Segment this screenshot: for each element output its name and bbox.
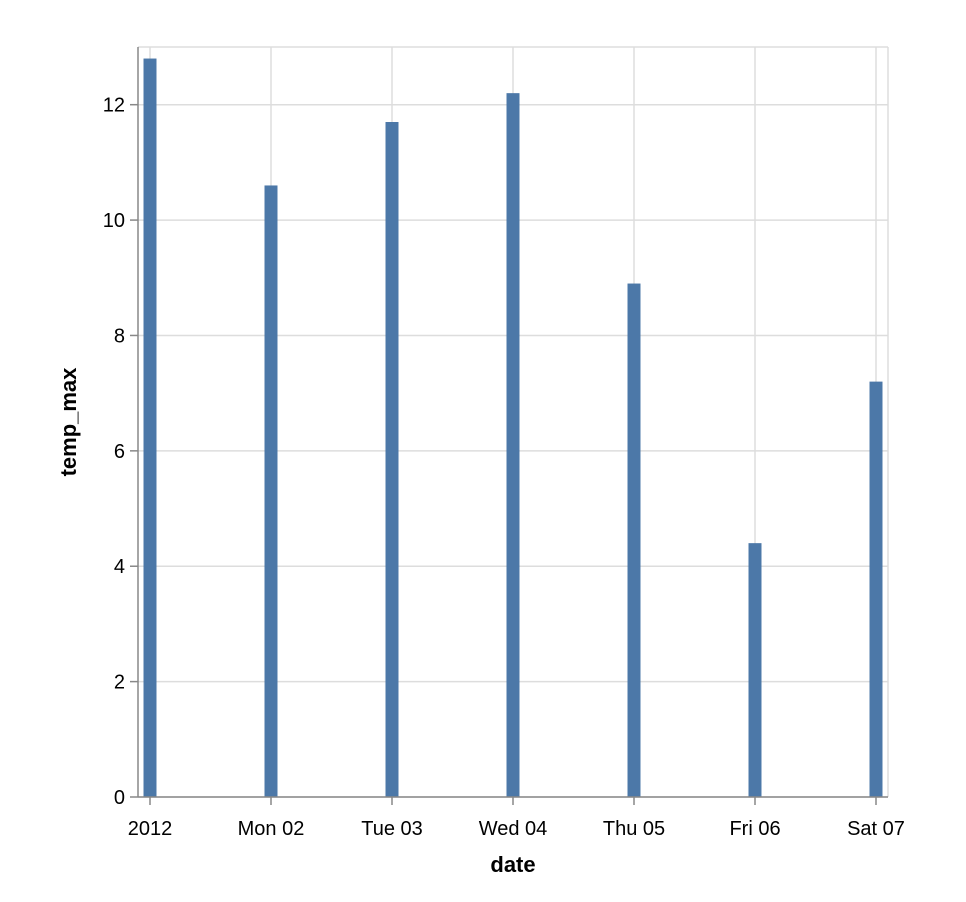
x-tick-label: Tue 03 (361, 818, 423, 840)
bar-series (143, 58, 883, 798)
y-tick-label: 8 (114, 325, 125, 347)
y-tick-label: 10 (103, 210, 125, 232)
bar (748, 543, 762, 797)
bar (627, 283, 641, 797)
y-tick-label: 0 (114, 787, 125, 809)
y-axis-title: temp_max (56, 367, 81, 477)
x-tick-label: 2012 (128, 818, 173, 840)
bar (143, 58, 157, 798)
y-tick-label: 12 (103, 95, 125, 117)
y-tick-label: 6 (114, 441, 125, 463)
x-tick-label: Fri 06 (729, 818, 780, 840)
y-tick-label: 4 (114, 556, 125, 578)
bar (506, 93, 520, 797)
x-tick-label: Wed 04 (479, 818, 548, 840)
x-tick-label: Thu 05 (603, 818, 665, 840)
y-axis-ticks: 0 2 4 6 8 10 12 (103, 95, 138, 809)
bar (264, 185, 278, 797)
y-tick-label: 2 (114, 672, 125, 694)
x-tick-label: Sat 07 (847, 818, 905, 840)
bar (385, 122, 399, 797)
x-tick-label: Mon 02 (238, 818, 305, 840)
x-axis-ticks: 2012 Mon 02 Tue 03 Wed 04 Thu 05 Fri 06 Sat 07 (128, 797, 905, 840)
bar (869, 381, 883, 797)
x-axis-title: date (490, 852, 535, 877)
